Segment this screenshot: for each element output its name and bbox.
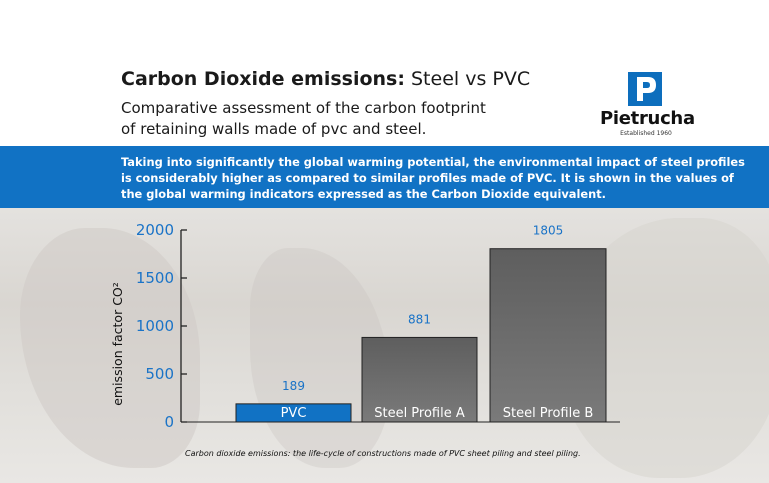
y-tick-label: 1000 [136,317,174,335]
header-area: Carbon Dioxide emissions: Steel vs PVC C… [0,0,769,146]
y-tick-label: 500 [145,365,174,383]
bar-category-label: Steel Profile A [374,406,465,421]
title-rest: Steel vs PVC [411,68,531,90]
pietrucha-logo: Pietrucha Established 1960 [600,72,695,140]
bar-value-label: 1805 [533,224,564,238]
y-tick-label: 0 [164,413,174,431]
y-axis-label: emission factor CO² [110,282,125,406]
logo-name: Pietrucha [600,108,695,129]
banner-text: Taking into significantly the global war… [121,155,745,201]
logo-p-icon [628,72,662,106]
bar [361,336,478,423]
subtitle-line-1: Comparative assessment of the carbon foo… [121,99,486,117]
chart-caption: Carbon dioxide emissions: the life-cycle… [185,449,581,458]
bar-category-label: PVC [281,406,307,421]
logo-established: Established 1960 [620,130,672,137]
y-tick-label: 1500 [136,269,174,287]
title-bold: Carbon Dioxide emissions: [121,68,405,90]
bar [489,248,607,423]
page-subtitle: Comparative assessment of the carbon foo… [121,98,521,140]
bar-value-label: 881 [408,312,431,326]
y-tick-label: 2000 [136,221,174,239]
info-banner: Taking into significantly the global war… [0,146,769,208]
page-title: Carbon Dioxide emissions: Steel vs PVC [121,68,530,90]
chart-plot: 0 500 1000 1500 2000 emission factor CO² 189 PV… [110,221,620,431]
subtitle-line-2: of retaining walls made of pvc and steel… [121,120,427,138]
bar-category-label: Steel Profile B [503,406,594,421]
bar-value-label: 189 [282,379,305,393]
